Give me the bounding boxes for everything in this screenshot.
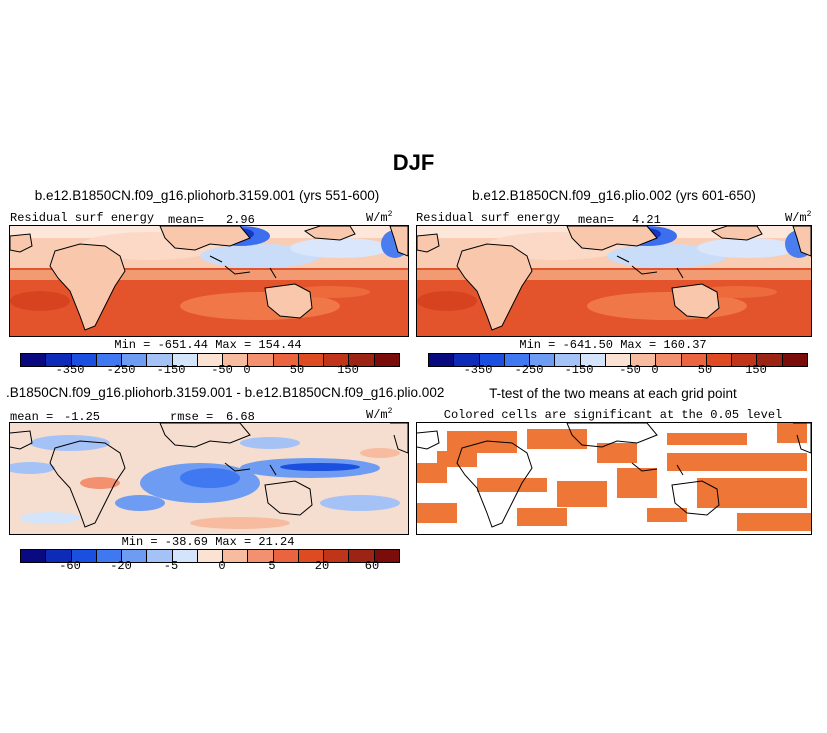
panel1-tick: -50 <box>211 363 233 377</box>
panel1-tick: -250 <box>106 363 136 377</box>
panel3-tick: -5 <box>163 559 179 573</box>
panel1-tick: -350 <box>55 363 85 377</box>
panel2-tick: -150 <box>564 363 594 377</box>
panel3-mean-value: -1.25 <box>64 410 101 424</box>
panel3-min-max: Min = -38.69 Max = 21.24 <box>121 535 295 549</box>
panel1-tick: -150 <box>156 363 186 377</box>
panel2-mean-label: mean= <box>578 213 615 227</box>
panel4-subtitle: Colored cells are significant at the 0.0… <box>443 408 783 422</box>
panel2-units: W/m2 <box>785 210 812 225</box>
panel1-tick: 50 <box>289 363 305 377</box>
panel2-tick: 0 <box>651 363 659 377</box>
panel2-tick: 150 <box>745 363 767 377</box>
panel3-rmse-label: rmse = <box>170 410 214 424</box>
panel4-map <box>416 422 812 535</box>
panel1-title: b.e12.B1850CN.f09_g16.pliohorb.3159.001 … <box>34 188 380 203</box>
panel3-tick: -60 <box>59 559 81 573</box>
panel1-mean-label: mean= <box>168 213 205 227</box>
panel3-mean-label: mean = <box>10 410 54 424</box>
panel3-units: W/m2 <box>366 407 393 422</box>
panel2-variable: Residual surf energy <box>416 211 561 225</box>
panel3-rmse-value: 6.68 <box>226 410 255 424</box>
panel2-title: b.e12.B1850CN.f09_g16.plio.002 (yrs 601-… <box>472 188 756 203</box>
panel1-variable: Residual surf energy <box>10 211 155 225</box>
panel3-tick: 5 <box>268 559 276 573</box>
panel2-tick: -350 <box>463 363 493 377</box>
panel3-tick: 0 <box>218 559 226 573</box>
panel3-map <box>9 422 409 535</box>
panel2-map <box>416 225 812 337</box>
panel3-colorbar <box>20 549 400 563</box>
panel1-colorbar <box>20 353 400 367</box>
panel2-tick: -50 <box>619 363 641 377</box>
panel3-title: .B1850CN.f09_g16.pliohorb.3159.001 - b.e… <box>6 385 445 400</box>
panel2-mean-value: 4.21 <box>632 213 661 227</box>
panel1-map <box>9 225 409 337</box>
panel2-tick: 50 <box>697 363 713 377</box>
panel2-colorbar <box>428 353 808 367</box>
figure-title: DJF <box>392 150 435 175</box>
panel3-colorbar-ticks: -60 -20 -5 0 5 20 60 <box>20 559 398 573</box>
panel3-tick: 20 <box>314 559 330 573</box>
panel2-min-max: Min = -641.50 Max = 160.37 <box>519 338 707 352</box>
panel2-colorbar-ticks: -350 -250 -150 -50 0 50 150 <box>428 363 806 377</box>
panel1-units: W/m2 <box>366 210 393 225</box>
panel1-colorbar-ticks: -350 -250 -150 -50 0 50 150 <box>20 363 398 377</box>
panel2-tick: -250 <box>514 363 544 377</box>
panel1-tick: 0 <box>243 363 251 377</box>
panel3-tick: -20 <box>110 559 132 573</box>
panel1-mean-value: 2.96 <box>226 213 255 227</box>
panel1-min-max: Min = -651.44 Max = 154.44 <box>114 338 302 352</box>
panel3-tick: 60 <box>364 559 380 573</box>
panel4-title: T-test of the two means at each grid poi… <box>489 386 737 401</box>
panel1-tick: 150 <box>337 363 359 377</box>
